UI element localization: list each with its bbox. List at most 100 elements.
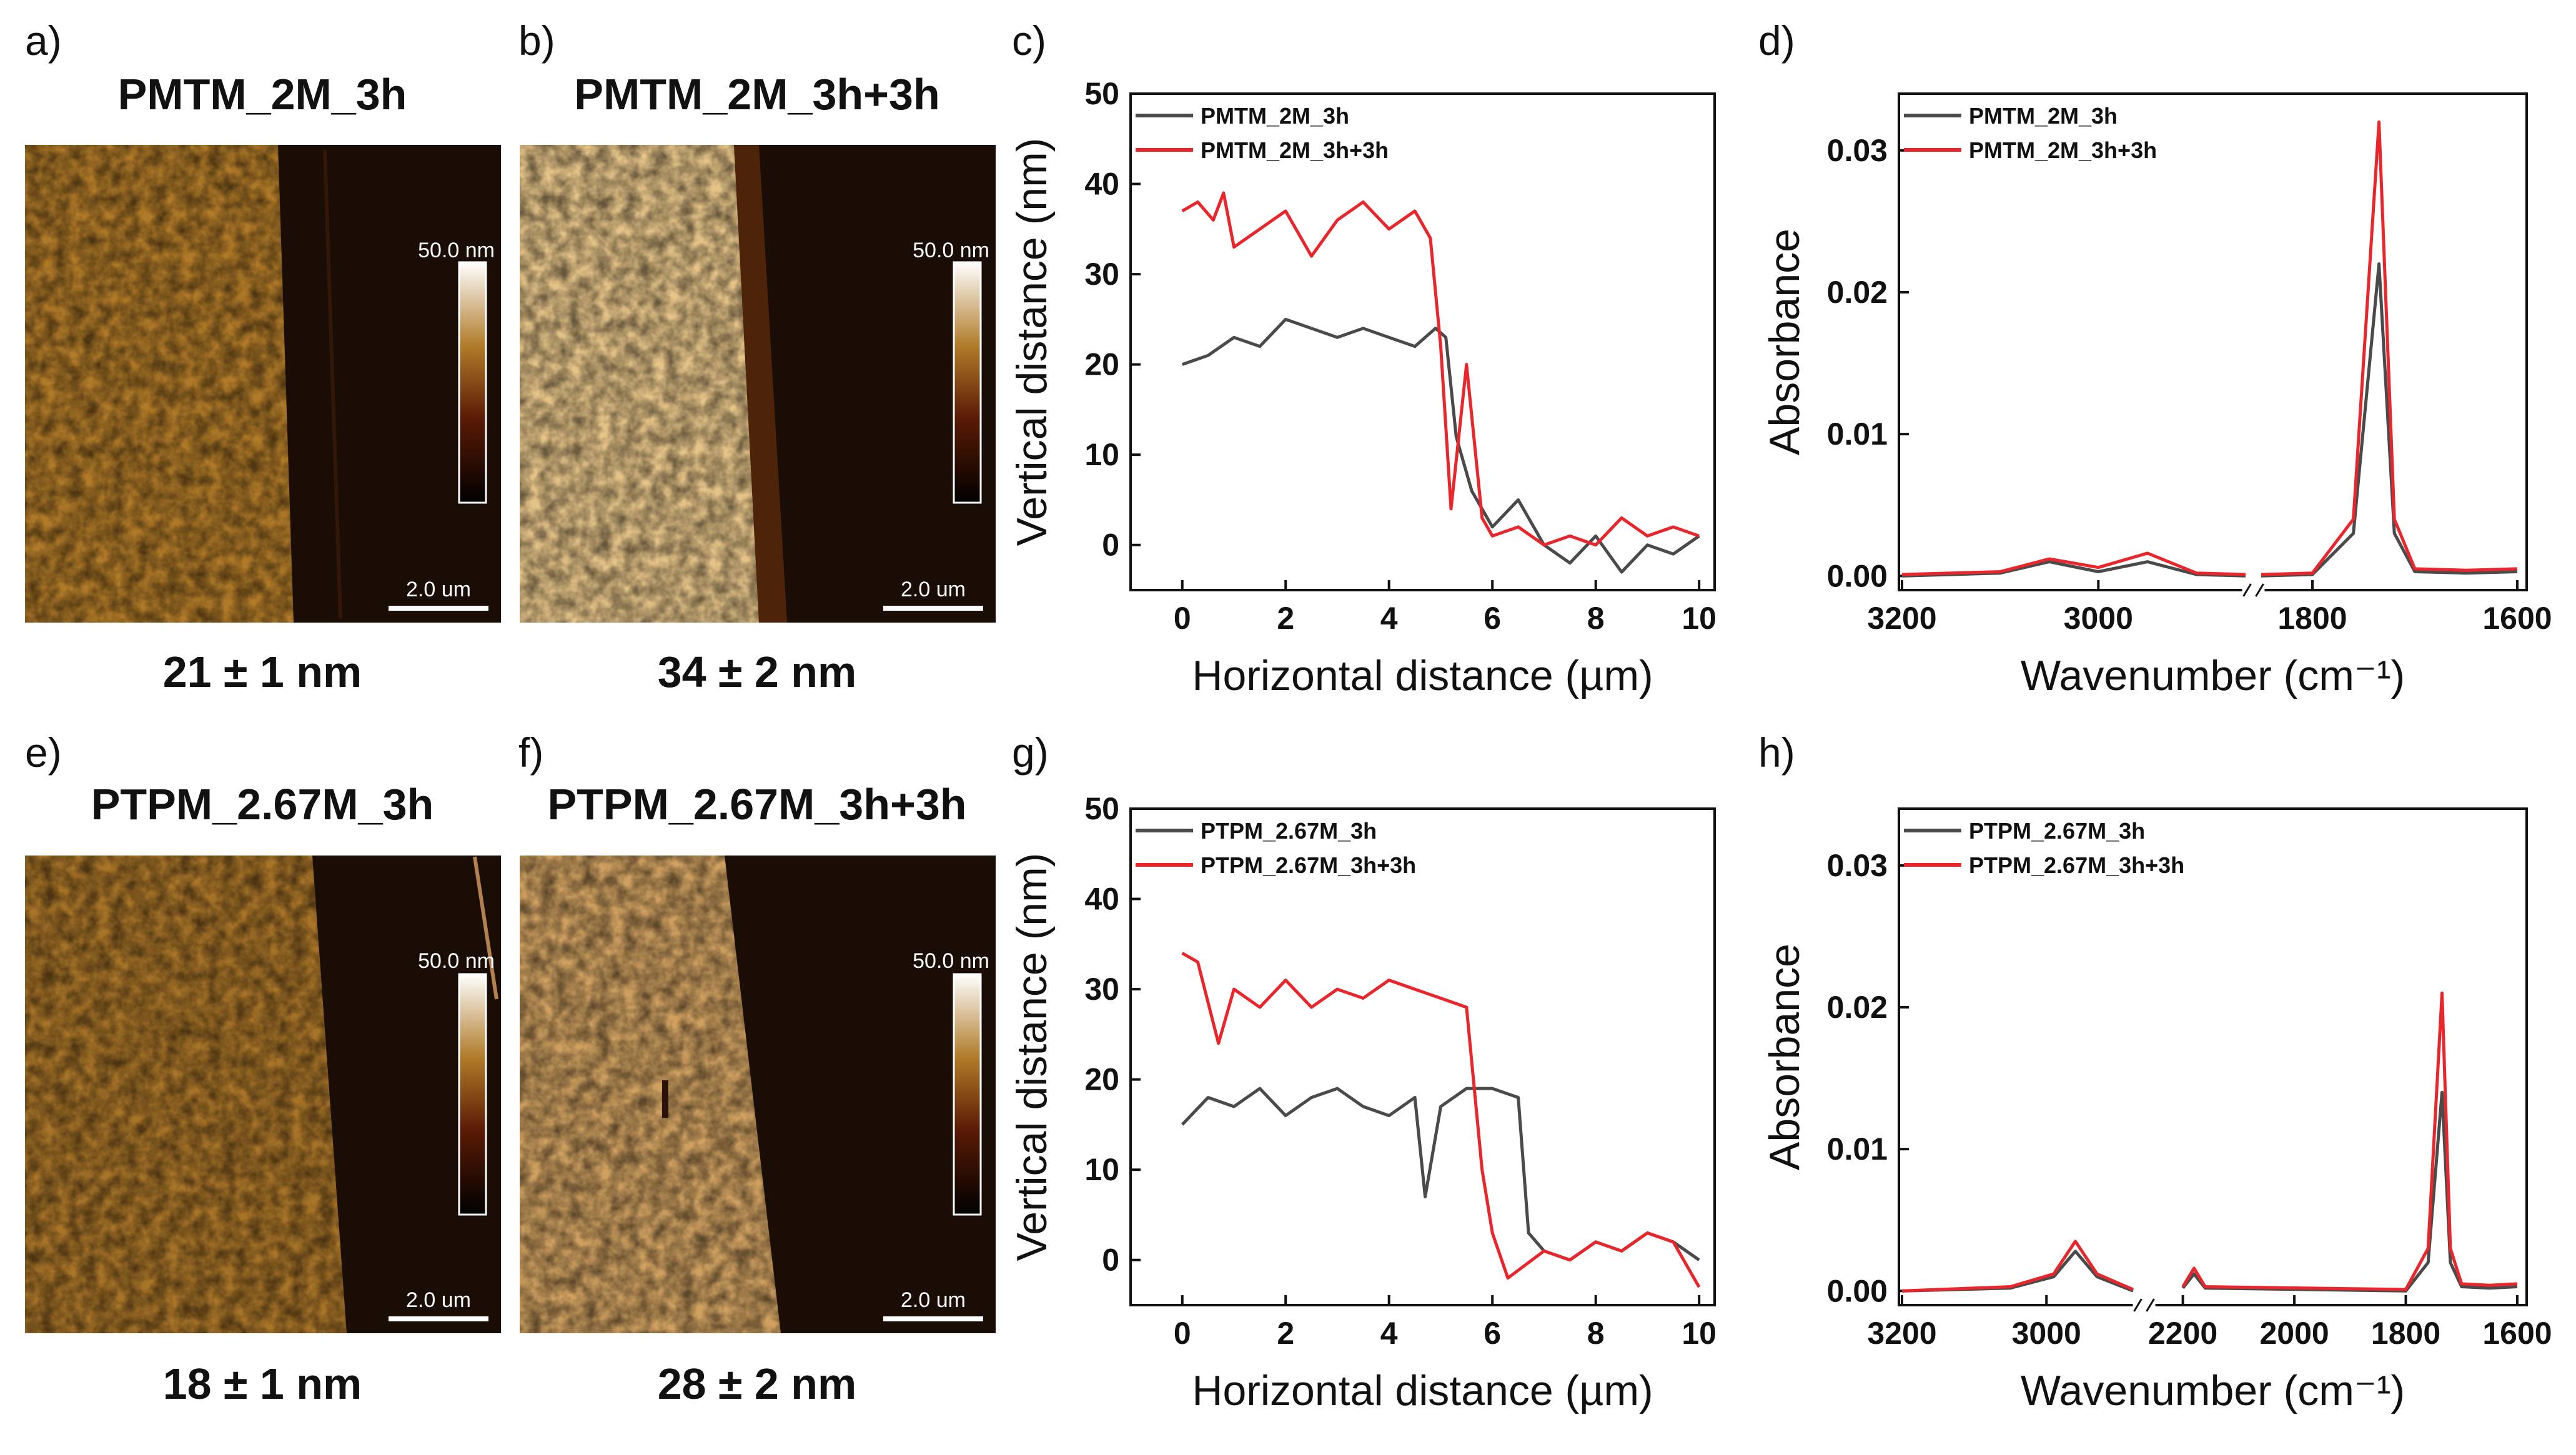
y-tick-label: 0.02 — [1827, 275, 1888, 310]
afm-scale-bar-label: 2.0 um — [406, 578, 471, 601]
y-axis-label: Absorbance — [1761, 944, 1808, 1170]
afm-film-texture — [520, 856, 781, 1333]
plot-frame — [1129, 807, 1716, 1306]
afm-scale-bar-label: 2.0 um — [901, 578, 966, 601]
chart-profile-c: 0 2 4 6 8 10 0 10 20 30 40 50 Horizontal distance (µ… — [1008, 76, 1717, 699]
afm-thickness: 18 ± 1 nm — [163, 1359, 362, 1408]
y-tick-label: 0.02 — [1827, 990, 1888, 1025]
y-axis-label: Vertical distance (nm) — [1008, 853, 1056, 1261]
y-tick-label: 20 — [1084, 347, 1119, 382]
x-tick-label: 0 — [1174, 1316, 1191, 1351]
y-tick-label: 0.01 — [1827, 417, 1888, 451]
y-axis-label: Vertical distance (nm) — [1008, 138, 1056, 546]
x-tick-label: 2000 — [2259, 1316, 2329, 1351]
x-tick-label: 4 — [1380, 1316, 1398, 1351]
x-tick-label: 10 — [1682, 601, 1717, 636]
x-axis-label: Horizontal distance (µm) — [1192, 652, 1653, 699]
afm-scale-bar — [389, 606, 488, 611]
afm-title: PMTM_2M_3h — [118, 70, 407, 119]
axis-break-gap — [2133, 1298, 2156, 1313]
x-tick-label: 10 — [1682, 1316, 1717, 1351]
x-tick-label: 3000 — [2064, 601, 2133, 636]
chart-ftir-h: 3200 3000 2200 2000 1800 1600 0.00 0.01 0.02 0.03… — [1761, 807, 2552, 1414]
afm-thickness: 28 ± 2 nm — [658, 1359, 857, 1408]
panel-label: f) — [518, 729, 543, 776]
afm-scale-bar-label: 2.0 um — [901, 1288, 966, 1312]
afm-thickness: 34 ± 2 nm — [658, 648, 857, 696]
afm-title: PTPM_2.67M_3h+3h — [547, 780, 966, 829]
x-tick-label: 4 — [1380, 601, 1398, 636]
y-tick-label: 50 — [1084, 76, 1119, 111]
x-tick-label: 0 — [1174, 601, 1191, 636]
plot-frame — [1898, 92, 2528, 591]
y-tick-label: 0 — [1102, 528, 1119, 563]
series-line-1-seg-0 — [1901, 1240, 2134, 1293]
plot-frame — [1898, 807, 2528, 1306]
y-tick-label: 40 — [1084, 882, 1119, 917]
x-tick-label: 1800 — [2277, 601, 2347, 636]
chart-ftir-d: 3200 3000 1800 1600 0.00 0.01 0.02 0.03 Wavenumb… — [1761, 92, 2552, 699]
afm-panel-e: e) PTPM_2.67M_3h 50.0 nm 2.0 um 18 ± 1 n… — [25, 729, 501, 1408]
y-tick-label: 0.00 — [1827, 1273, 1888, 1308]
afm-film-texture — [25, 145, 294, 623]
afm-title: PTPM_2.67M_3h — [91, 780, 434, 829]
axis-break-mark — [2242, 583, 2252, 597]
afm-film-texture — [520, 145, 759, 623]
x-axis-label: Wavenumber (cm⁻¹) — [2021, 1367, 2405, 1414]
afm-scale-max: 50.0 nm — [418, 239, 495, 262]
afm-scale-bar — [389, 1316, 488, 1321]
panel-label: b) — [518, 17, 555, 64]
x-tick-label: 2200 — [2148, 1316, 2217, 1351]
y-tick-label: 50 — [1084, 791, 1119, 826]
y-tick-label: 0.01 — [1827, 1132, 1888, 1166]
series-line-1-seg-0 — [1901, 551, 2246, 576]
legend-entry: PMTM_2M_3h+3h — [1969, 137, 2157, 163]
legend-entry: PMTM_2M_3h+3h — [1201, 137, 1389, 163]
x-tick-label: 1600 — [2482, 601, 2552, 636]
y-tick-label: 10 — [1084, 437, 1119, 472]
series-line-0 — [1181, 1087, 1700, 1262]
x-tick-label: 1600 — [2482, 1316, 2552, 1351]
axis-break-gap — [2242, 583, 2265, 598]
series-line-0-seg-1 — [2181, 1090, 2518, 1293]
afm-panel-a: a) PMTM_2M_3h 50.0 nm 2.0 um 21 ± 1 nm — [25, 17, 501, 696]
y-tick-label: 0.03 — [1827, 133, 1888, 168]
y-tick-label: 30 — [1084, 257, 1119, 292]
plot-frame — [1129, 92, 1716, 591]
y-tick-label: 40 — [1084, 167, 1119, 202]
x-tick-label: 3200 — [1867, 1316, 1936, 1351]
legend-entry: PMTM_2M_3h — [1201, 103, 1349, 129]
afm-colorbar — [458, 973, 487, 1216]
afm-scale-max: 50.0 nm — [913, 239, 989, 262]
afm-defect — [662, 1080, 668, 1118]
afm-panel-f: f) PTPM_2.67M_3h+3h 50.0 nm 2.0 um 28 ± … — [518, 729, 996, 1408]
afm-scale-max: 50.0 nm — [913, 949, 989, 973]
panel-label: e) — [25, 729, 62, 776]
afm-scale-bar-label: 2.0 um — [406, 1288, 471, 1312]
legend-entry: PTPM_2.67M_3h+3h — [1969, 852, 2184, 878]
x-axis-label: Horizontal distance (µm) — [1192, 1367, 1653, 1414]
x-tick-label: 3200 — [1867, 601, 1936, 636]
x-tick-label: 6 — [1484, 1316, 1501, 1351]
afm-thickness: 21 ± 1 nm — [163, 648, 362, 696]
series-line-1-seg-1 — [2261, 120, 2518, 576]
x-tick-label: 2 — [1277, 1316, 1294, 1351]
series-line-1 — [1181, 952, 1701, 1288]
series-line-0 — [1181, 317, 1700, 574]
afm-panel-b: b) PMTM_2M_3h+3h 50.0 nm 2.0 um 34 ± 2 n… — [518, 17, 996, 696]
afm-edge-ridge — [323, 149, 342, 619]
y-tick-label: 10 — [1084, 1152, 1119, 1187]
legend-entry: PTPM_2.67M_3h+3h — [1201, 852, 1416, 878]
axis-break-mark — [2133, 1298, 2143, 1312]
panel-label: a) — [25, 17, 62, 64]
panel-label-c: c) — [1012, 17, 1046, 64]
legend-entry: PTPM_2.67M_3h — [1969, 818, 2145, 844]
x-tick-label: 8 — [1587, 601, 1605, 636]
afm-colorbar — [953, 261, 982, 504]
panel-label-d: d) — [1758, 17, 1795, 64]
panel-label-g: g) — [1012, 729, 1049, 776]
afm-edge-ridge — [473, 856, 498, 1000]
afm-scale-max: 50.0 nm — [418, 949, 495, 973]
legend-entry: PTPM_2.67M_3h — [1201, 818, 1377, 844]
